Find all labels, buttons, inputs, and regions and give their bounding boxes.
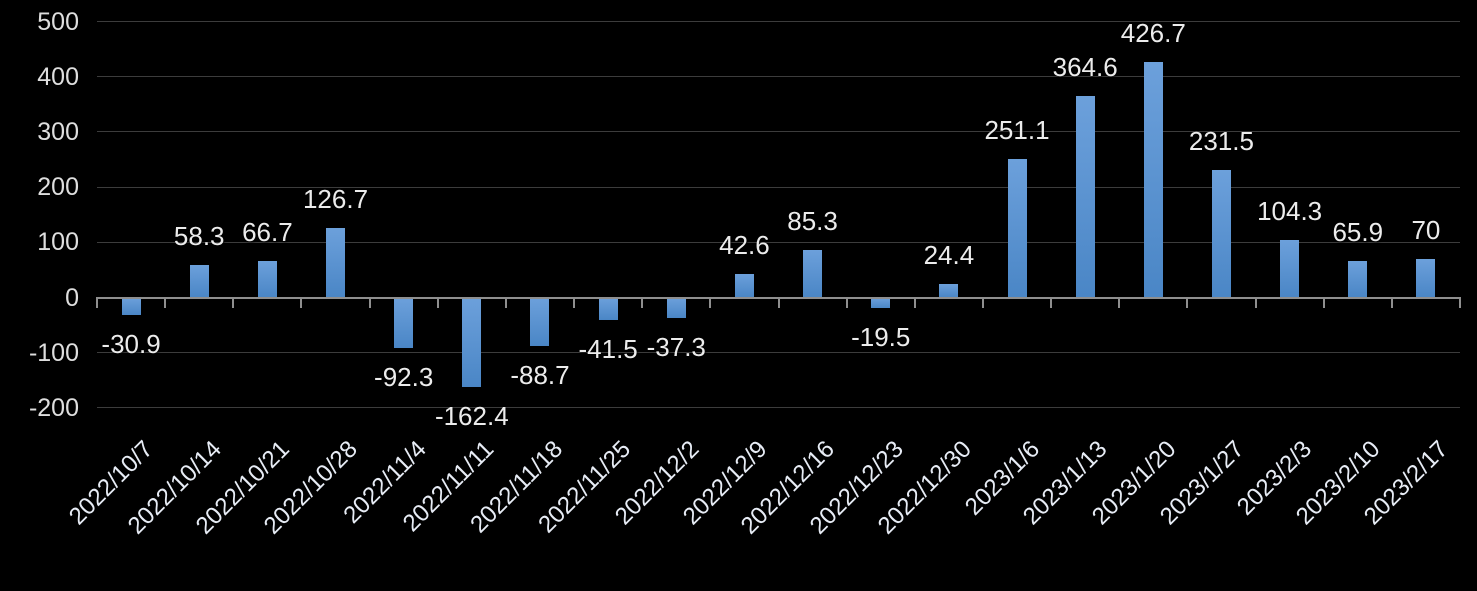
x-axis-tick xyxy=(845,296,848,308)
data-label: 426.7 xyxy=(1120,17,1186,48)
bar xyxy=(1348,261,1368,298)
gridline xyxy=(97,352,1460,354)
data-label: 231.5 xyxy=(1188,125,1254,156)
bar xyxy=(939,284,959,298)
data-label: 24.4 xyxy=(923,240,975,271)
data-label: 251.1 xyxy=(984,114,1050,145)
bar xyxy=(1211,169,1231,298)
x-axis-tick xyxy=(1254,296,1257,308)
gridline xyxy=(97,76,1460,78)
x-axis-tick xyxy=(504,296,507,308)
data-label: 42.6 xyxy=(719,229,770,260)
bar xyxy=(462,297,482,388)
x-axis-tick xyxy=(1322,296,1325,308)
gridline xyxy=(97,407,1460,409)
bar xyxy=(871,297,891,309)
gridline xyxy=(97,131,1460,133)
x-axis-tick xyxy=(1118,296,1121,308)
gridline xyxy=(97,186,1460,188)
bar xyxy=(1075,96,1095,298)
bar xyxy=(598,297,618,321)
data-label: 70 xyxy=(1411,214,1441,245)
x-axis-tick xyxy=(96,296,98,308)
y-axis-tick-label: 300 xyxy=(37,117,79,146)
y-axis-tick-label: 500 xyxy=(37,7,79,36)
bar xyxy=(1007,158,1027,298)
data-label: 85.3 xyxy=(787,206,838,237)
x-axis-tick xyxy=(641,296,644,308)
x-axis-tick xyxy=(232,296,235,308)
data-label: -162.4 xyxy=(434,401,509,432)
y-axis-tick-label: 0 xyxy=(65,283,79,312)
data-label: -19.5 xyxy=(851,322,911,353)
bar xyxy=(257,260,277,298)
y-axis-tick-label: -100 xyxy=(28,338,79,367)
bar xyxy=(394,297,414,349)
data-label: 65.9 xyxy=(1332,217,1384,248)
gridline xyxy=(97,21,1460,22)
y-axis-tick-label: 200 xyxy=(37,173,79,202)
bar xyxy=(530,297,550,347)
x-axis-tick xyxy=(436,296,439,308)
data-label: 364.6 xyxy=(1052,52,1118,83)
data-label: 66.7 xyxy=(242,216,293,247)
data-label: 58.3 xyxy=(173,221,225,252)
data-label: -92.3 xyxy=(374,362,434,393)
bar xyxy=(189,265,209,298)
bar xyxy=(326,227,346,298)
x-axis-tick xyxy=(164,296,167,308)
x-axis-tick xyxy=(1186,296,1189,308)
y-axis-tick-label: -200 xyxy=(28,393,79,422)
bar xyxy=(1280,239,1300,298)
x-axis-tick xyxy=(368,296,371,308)
y-axis-tick-label: 400 xyxy=(37,62,79,91)
bar xyxy=(803,250,823,298)
x-axis-tick xyxy=(981,296,984,308)
data-label: -41.5 xyxy=(578,334,638,365)
x-axis-tick xyxy=(1390,296,1393,308)
x-axis-tick xyxy=(709,296,712,308)
data-label: -30.9 xyxy=(101,328,161,359)
data-label: 104.3 xyxy=(1257,195,1323,226)
data-label: -37.3 xyxy=(646,332,706,363)
gridline xyxy=(97,241,1460,243)
y-axis-tick-label: 100 xyxy=(37,228,79,257)
data-label: 126.7 xyxy=(302,183,369,214)
bar xyxy=(121,297,141,315)
bar xyxy=(734,273,754,298)
x-axis-tick xyxy=(1050,296,1053,308)
bar xyxy=(666,297,686,319)
x-axis-tick xyxy=(777,296,780,308)
bar xyxy=(1143,61,1163,298)
x-axis-tick xyxy=(913,296,916,308)
bar xyxy=(1416,258,1436,298)
x-axis-tick xyxy=(573,296,576,308)
data-label: -88.7 xyxy=(510,360,570,391)
x-axis-tick xyxy=(1459,296,1461,308)
x-axis-tick xyxy=(300,296,303,308)
